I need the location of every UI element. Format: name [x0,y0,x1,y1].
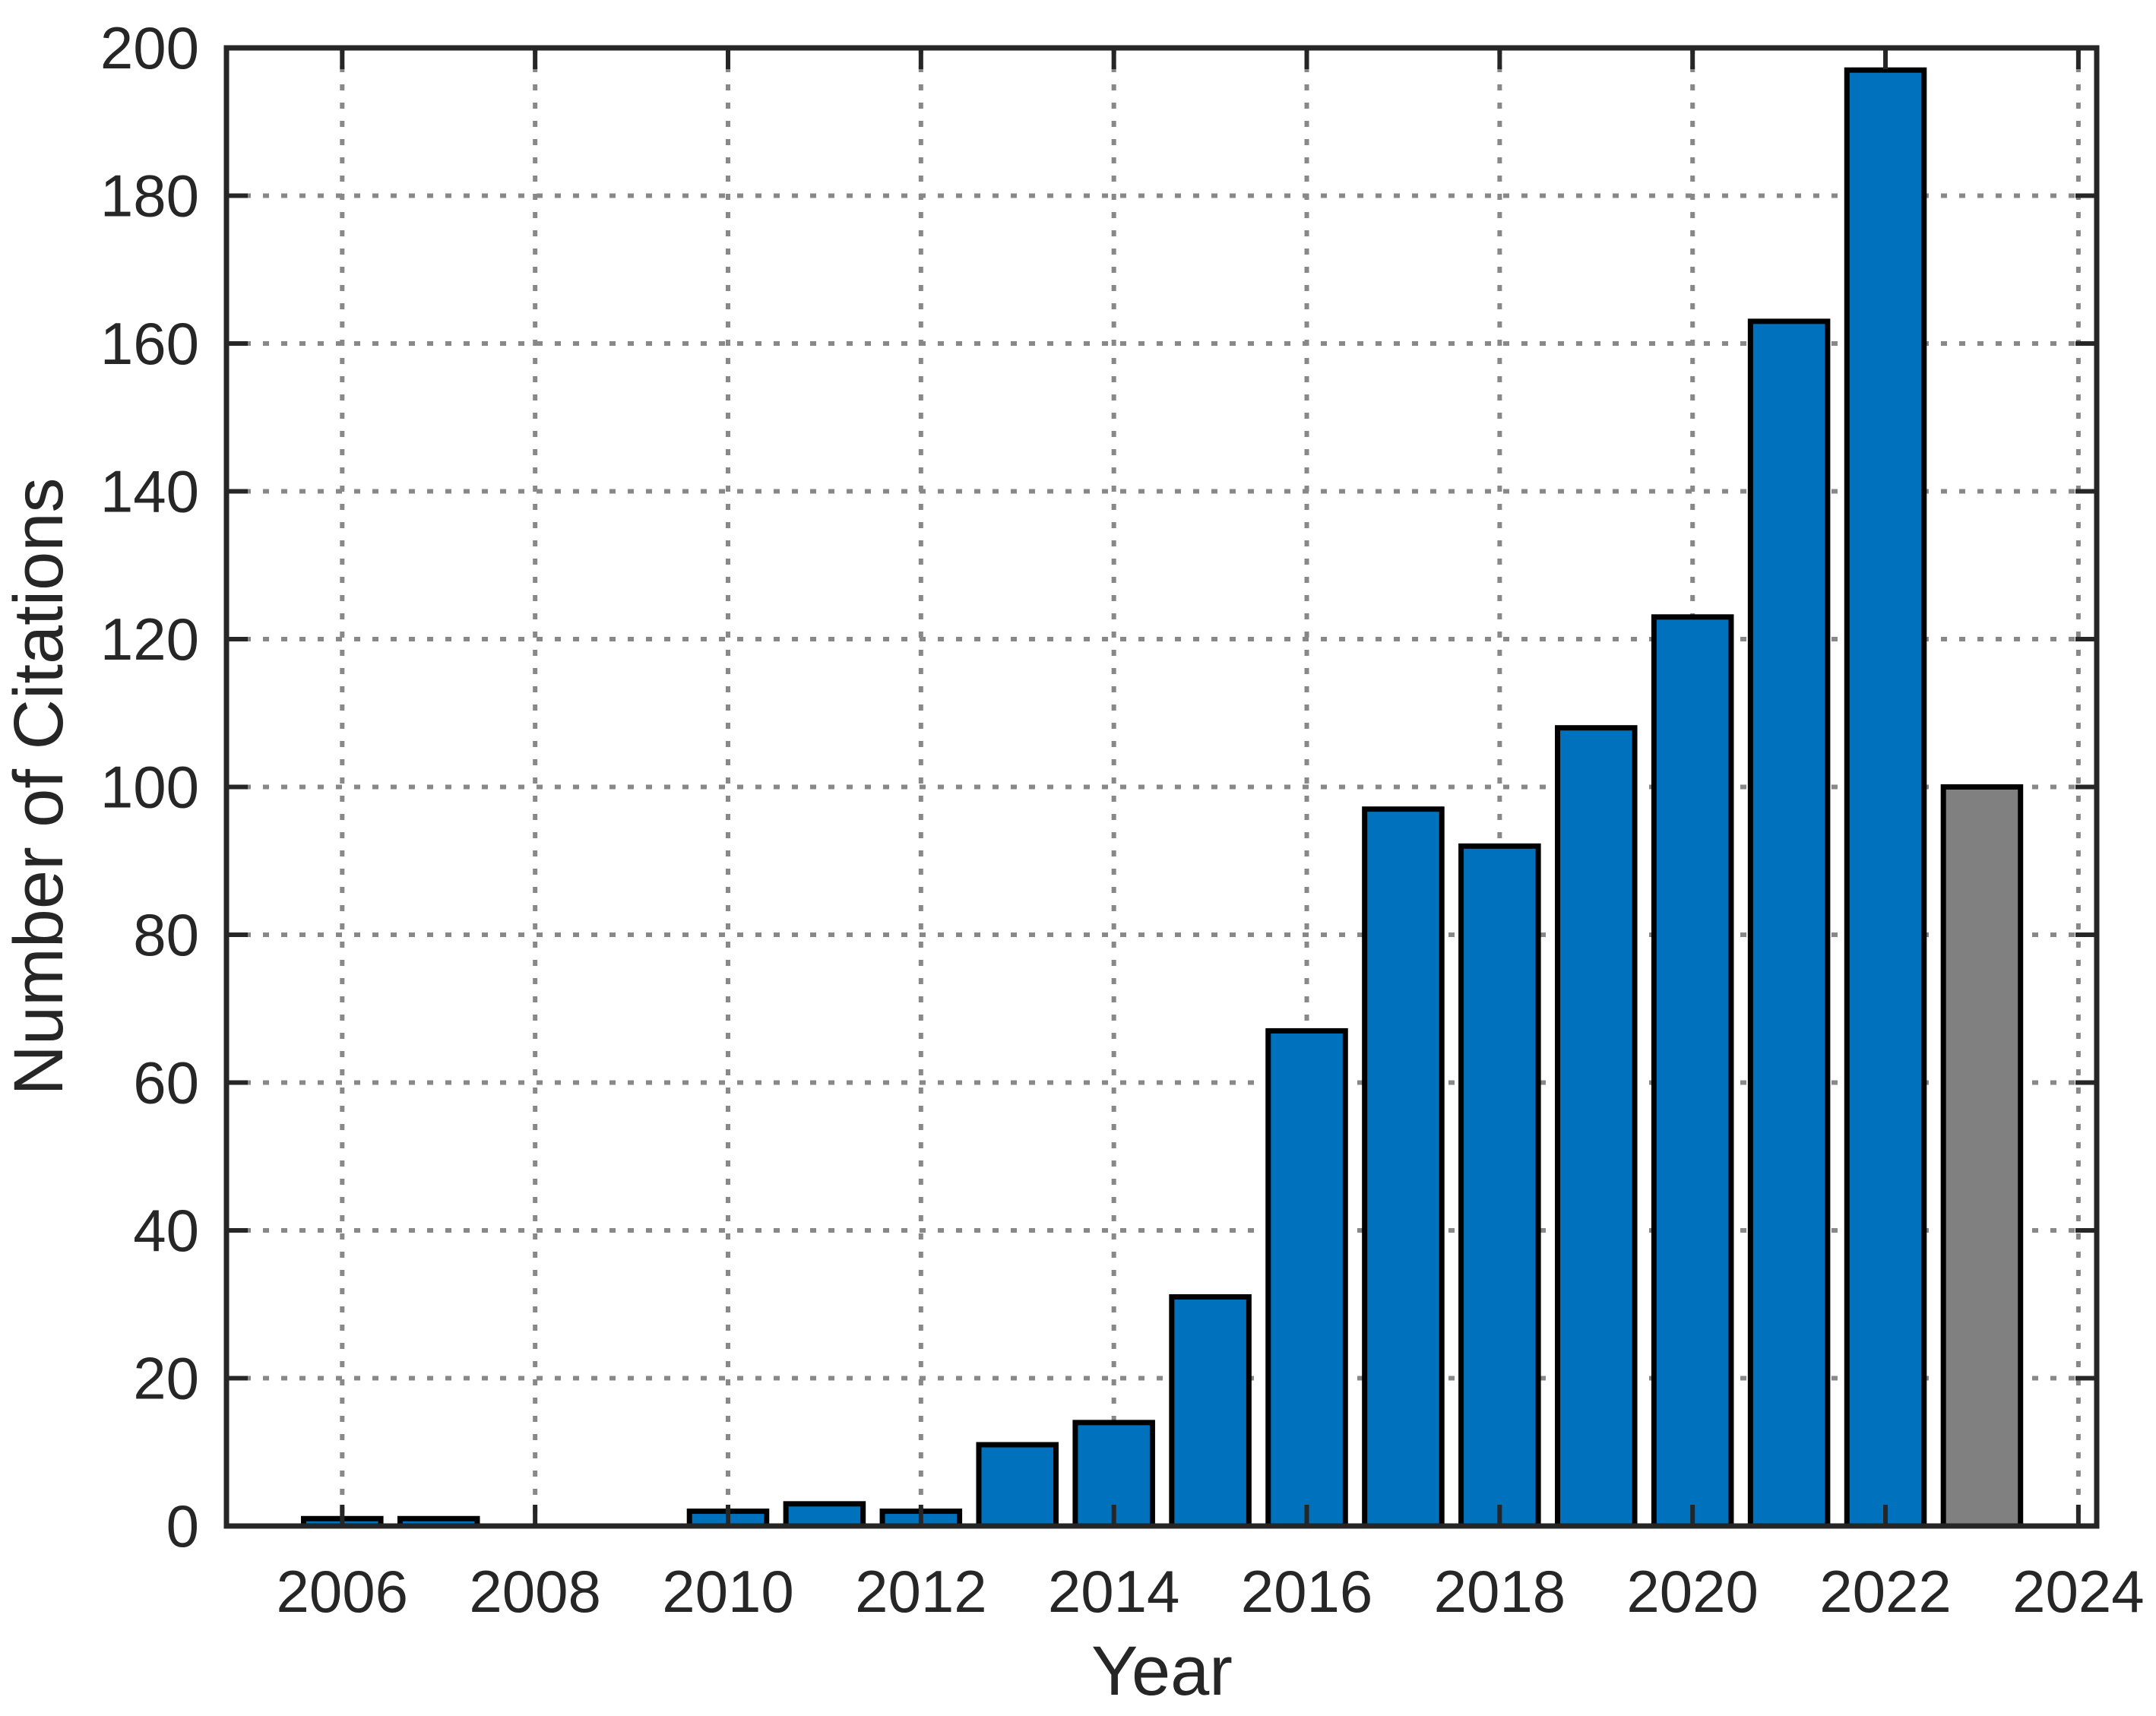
bar-2018 [1458,843,1541,1529]
y-tick-label-40: 40 [133,1197,199,1264]
y-tick-label-80: 80 [133,901,199,968]
y-tick-label-200: 200 [100,14,199,81]
y-tick-label-100: 100 [100,754,199,821]
bar-2020 [1651,614,1734,1529]
bar-2015 [1169,1294,1252,1529]
x-tick-label-2008: 2008 [469,1558,601,1625]
y-axis-title: Number of Citations [0,478,78,1096]
axes-frame-layer [223,45,2100,1529]
bars-layer [301,67,2024,1529]
y-tick-label-120: 120 [100,606,199,673]
x-tick-label-2014: 2014 [1048,1558,1180,1625]
y-tick-label-20: 20 [133,1345,199,1412]
y-tick-label-180: 180 [100,163,199,230]
bar-2017 [1362,806,1445,1529]
x-tick-label-2018: 2018 [1434,1558,1566,1625]
bar-2014 [1072,1420,1155,1529]
bar-2022 [1844,67,1927,1529]
y-tick-label-140: 140 [100,458,199,525]
x-tick-label-2022: 2022 [1819,1558,1952,1625]
bar-2013 [976,1442,1059,1529]
bar-2011 [783,1501,866,1529]
grid-layer [226,48,2097,1526]
x-axis-title: Year [1091,1632,1233,1710]
bar-2016 [1265,1027,1348,1529]
bar-2021 [1747,318,1831,1529]
bar-2023 [1940,784,2024,1529]
y-tick-label-0: 0 [166,1493,199,1559]
x-tick-label-2010: 2010 [662,1558,794,1625]
x-tick-label-2024: 2024 [2012,1558,2145,1625]
y-tick-label-160: 160 [100,310,199,377]
x-tick-label-2020: 2020 [1626,1558,1759,1625]
bar-2019 [1555,725,1638,1529]
x-tick-label-2016: 2016 [1241,1558,1373,1625]
x-tick-label-2006: 2006 [277,1558,409,1625]
y-tick-label-60: 60 [133,1050,199,1116]
tick-label-layer: 2006 2008 2010 2012 2014 2016 2018 2020 2022 2024… [100,14,2145,1625]
x-tick-label-2012: 2012 [855,1558,987,1625]
